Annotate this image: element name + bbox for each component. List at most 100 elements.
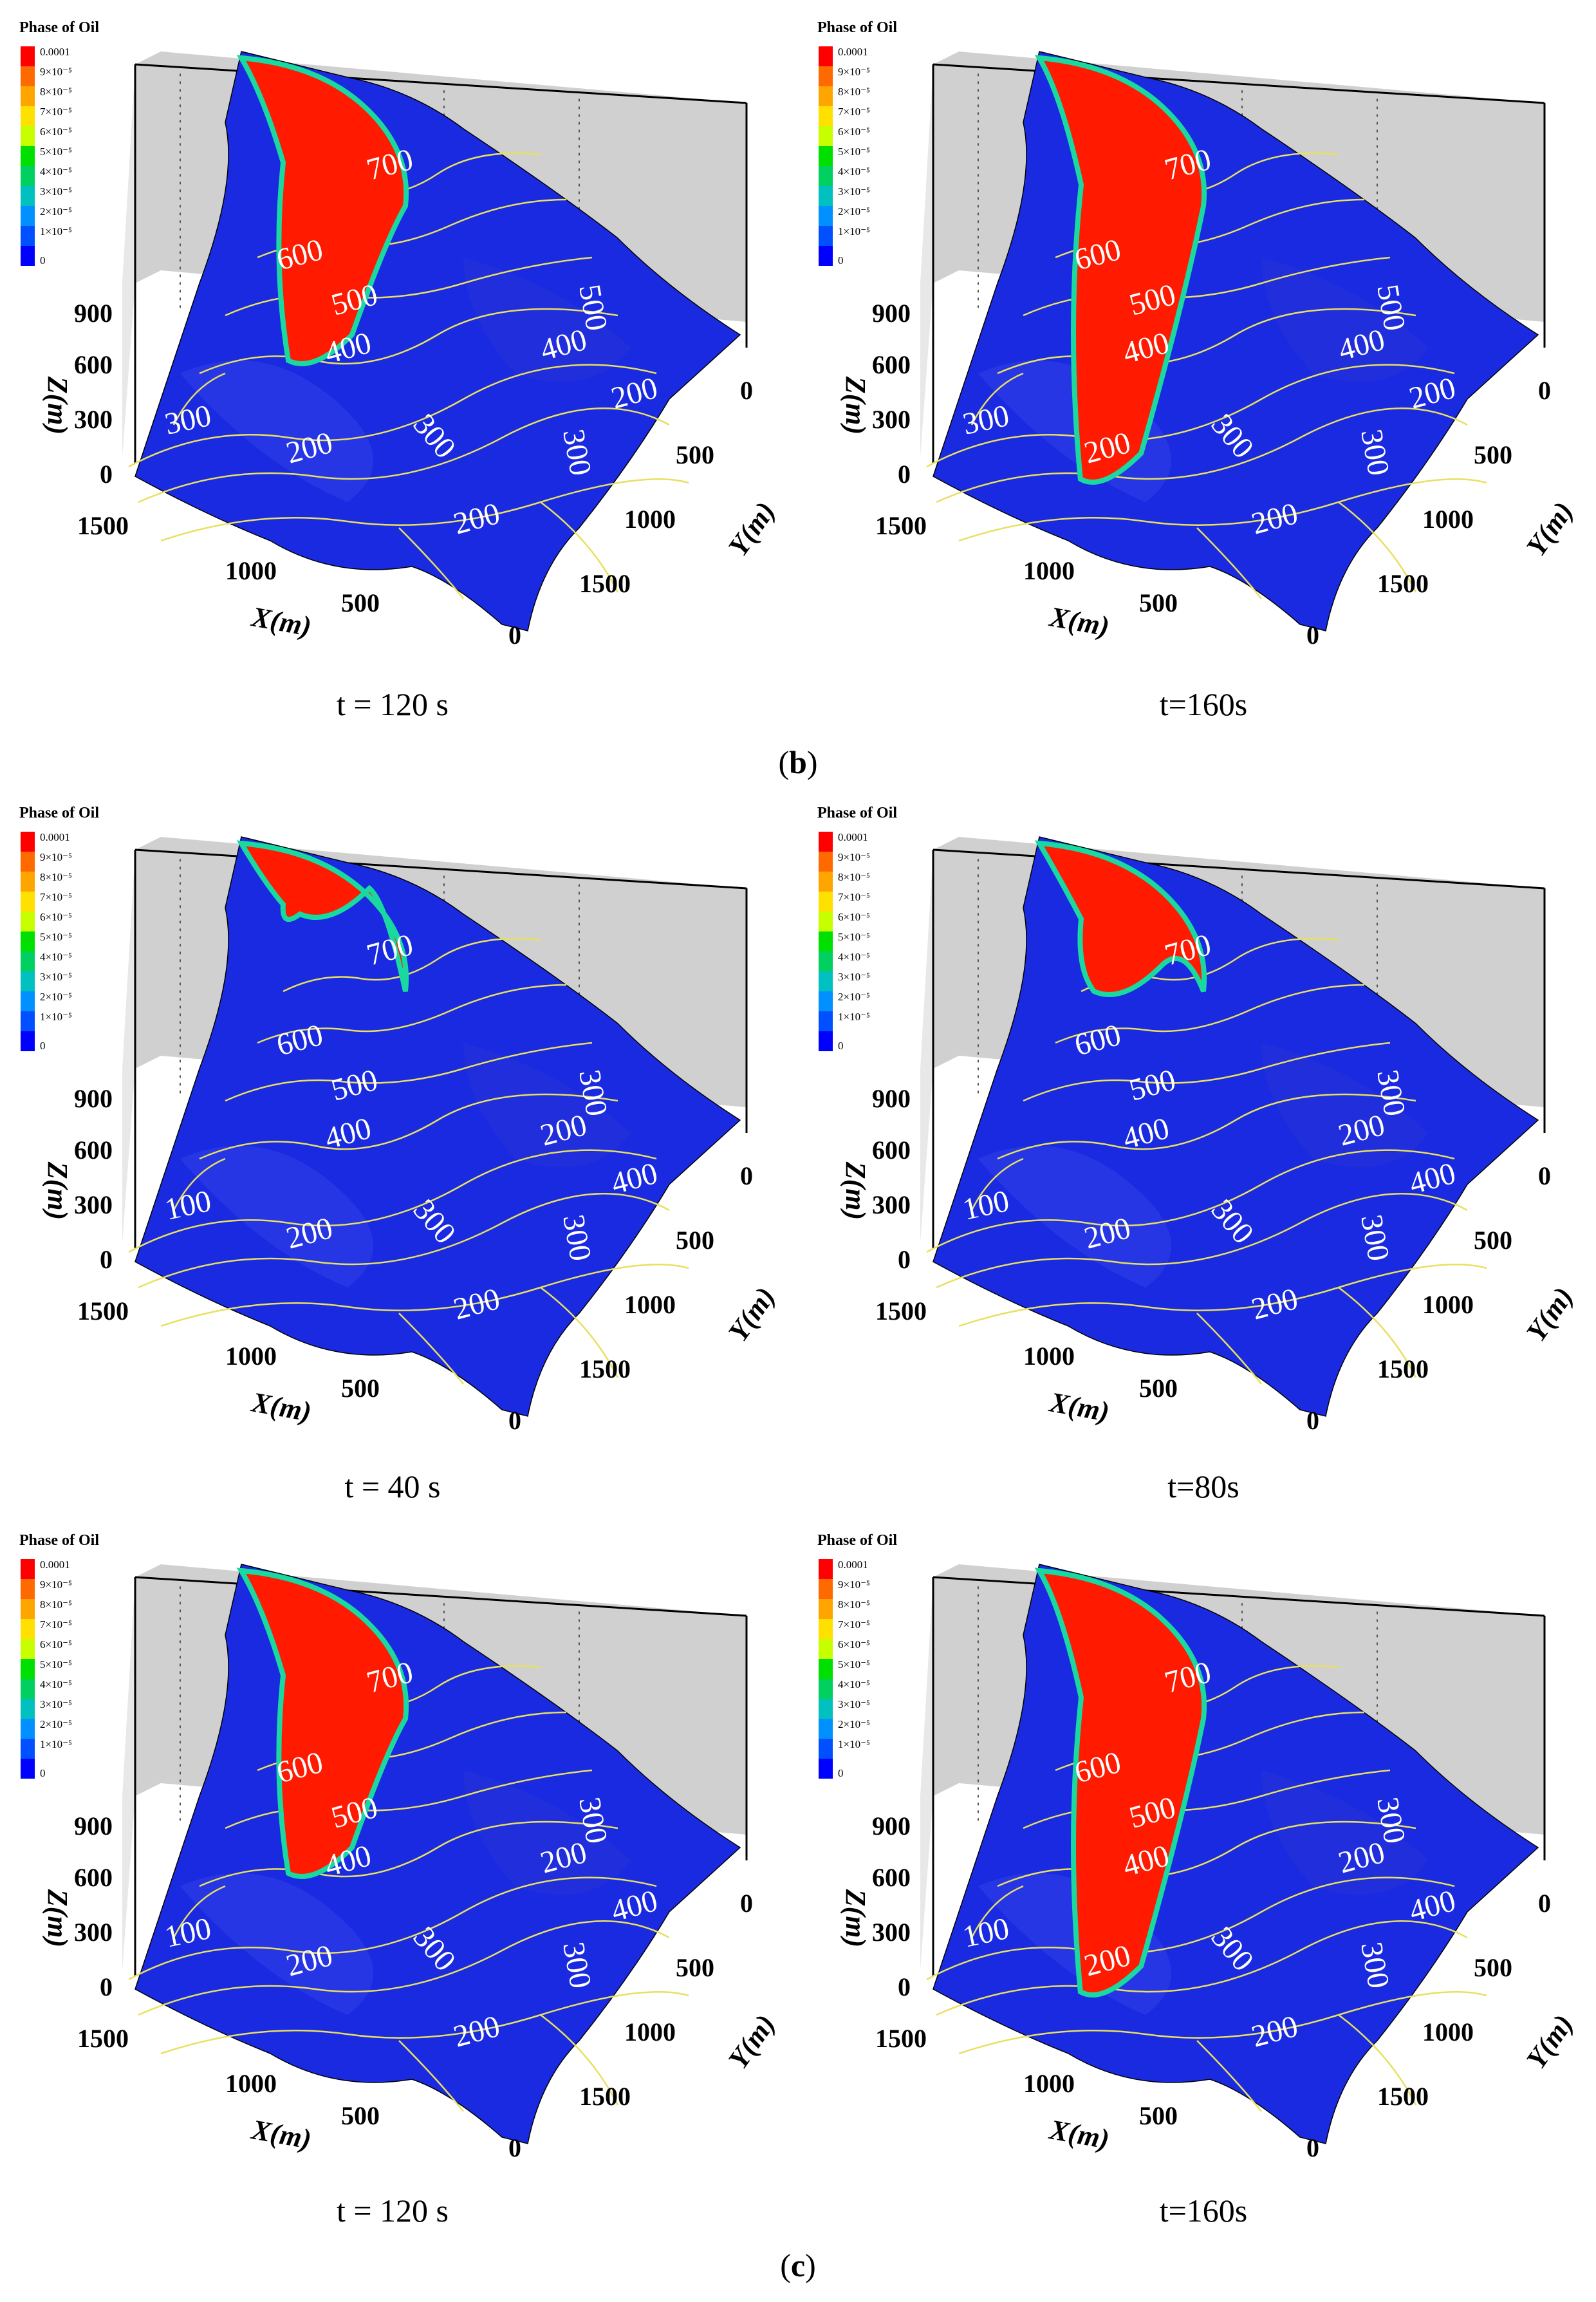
z-tick-label: 300	[872, 1190, 911, 1219]
y-tick-label: 1500	[579, 2082, 631, 2111]
contour-line	[138, 1920, 670, 2016]
side-wall	[920, 850, 933, 1242]
colorbar-tick-label: 0	[40, 254, 46, 267]
contour-label: 500	[1370, 282, 1412, 333]
z-axis-title: Z(m)	[840, 1889, 871, 1947]
colorbar-swatch	[819, 951, 833, 971]
contour-line	[540, 2014, 619, 2106]
colorbar-swatch	[21, 1679, 35, 1699]
terrain-shading	[1261, 1770, 1429, 1895]
colorbar-swatch	[819, 852, 833, 872]
y-tick-label: 500	[1474, 1226, 1512, 1255]
x-tick-label: 0	[1306, 1406, 1319, 1435]
colorbar-swatch	[21, 1559, 35, 1579]
panel: Phase of Oil 0.0001 9×10⁻⁵ 8×10⁻⁵ 7×10⁻⁵ 6×10…	[13, 13, 785, 657]
colorbar-swatch	[21, 951, 35, 971]
colorbar-swatch	[819, 971, 833, 991]
z-tick-label: 300	[872, 1918, 911, 1947]
contour-line	[958, 1264, 1487, 1327]
contour-plot: Phase of Oil 0.0001 9×10⁻⁵ 8×10⁻⁵ 7×10⁻⁵ 6×10…	[19, 1532, 781, 2162]
x-axis-title: X(m)	[1046, 1386, 1112, 1428]
colorbar-swatch	[819, 1739, 833, 1759]
colorbar-tick-label: 4×10⁻⁵	[838, 165, 870, 178]
colorbar-tick-label: 3×10⁻⁵	[40, 185, 72, 198]
contour-plot: Phase of Oil 0.0001 9×10⁻⁵ 8×10⁻⁵ 7×10⁻⁵ 6×10…	[19, 19, 781, 650]
colorbar-swatch	[21, 1739, 35, 1759]
x-axis-title: X(m)	[248, 601, 314, 642]
colorbar-tick-label: 8×10⁻⁵	[838, 871, 870, 883]
colorbar-swatch	[819, 1579, 833, 1599]
colorbar-swatch	[21, 1579, 35, 1599]
y-axis-title: Y(m)	[1520, 2009, 1579, 2075]
y-tick-label: 1500	[1377, 569, 1429, 598]
colorbar-tick-label: 3×10⁻⁵	[838, 1698, 870, 1710]
colorbar-tick-label: 0	[838, 254, 844, 267]
x-tick-label: 0	[508, 621, 521, 650]
colorbar-tick-label: 5×10⁻⁵	[838, 931, 870, 943]
x-tick-label: 0	[508, 1406, 521, 1435]
y-tick-label: 0	[740, 376, 753, 405]
terrain-surface	[933, 836, 1539, 1417]
y-tick-label: 500	[676, 1953, 714, 1982]
side-wall	[122, 1577, 135, 1970]
contour-label: 500	[572, 282, 614, 333]
contour-lines	[128, 1665, 689, 2112]
colorbar-swatch	[819, 1599, 833, 1619]
colorbar-tick-label: 0.0001	[40, 46, 70, 58]
y-tick-label: 0	[1538, 1161, 1551, 1190]
colorbar-tick-label: 7×10⁻⁵	[838, 891, 870, 903]
colorbar-tick-label: 4×10⁻⁵	[838, 1678, 870, 1690]
colorbar-swatch	[21, 106, 35, 126]
x-tick-label: 1000	[225, 1342, 277, 1371]
contour-line	[1338, 2014, 1417, 2106]
colorbar-tick-label: 1×10⁻⁵	[838, 1738, 870, 1750]
colorbar-legend: Phase of Oil 0.0001 9×10⁻⁵ 8×10⁻⁵ 7×10⁻⁵ 6×10…	[19, 19, 99, 267]
colorbar-swatch	[21, 1759, 35, 1779]
contour-line	[1338, 1287, 1417, 1378]
legend-title: Phase of Oil	[817, 805, 897, 821]
colorbar-tick-label: 3×10⁻⁵	[40, 971, 72, 983]
colorbar-swatch	[819, 46, 833, 66]
terrain-shading	[463, 257, 631, 382]
contour-line	[160, 1264, 689, 1327]
colorbar-tick-label: 7×10⁻⁵	[838, 1618, 870, 1631]
colorbar-swatch	[21, 186, 35, 206]
colorbar-swatch	[21, 66, 35, 86]
y-tick-label: 500	[1474, 1953, 1512, 1982]
contour-line	[936, 1920, 1468, 2016]
colorbar-tick-label: 5×10⁻⁵	[838, 1658, 870, 1670]
x-axis-title: X(m)	[248, 1386, 314, 1428]
colorbar-tick-label: 3×10⁻⁵	[40, 1698, 72, 1710]
contour-plot: Phase of Oil 0.0001 9×10⁻⁵ 8×10⁻⁵ 7×10⁻⁵ 6×10…	[817, 805, 1579, 1435]
x-tick-label: 1500	[77, 511, 129, 540]
legend-title: Phase of Oil	[817, 1532, 897, 1549]
x-tick-label: 1000	[1023, 2069, 1075, 2098]
contour-label: 300	[1354, 1940, 1396, 1991]
contour-plot: Phase of Oil 0.0001 9×10⁻⁵ 8×10⁻⁵ 7×10⁻⁵ 6×10…	[19, 805, 781, 1435]
colorbar-tick-label: 6×10⁻⁵	[40, 911, 72, 923]
panel: Phase of Oil 0.0001 9×10⁻⁵ 8×10⁻⁵ 7×10⁻⁵ 6×10…	[811, 798, 1583, 1442]
colorbar-swatch	[819, 1679, 833, 1699]
z-tick-label: 600	[872, 1863, 911, 1892]
colorbar-tick-label: 0	[838, 1767, 844, 1779]
side-wall	[920, 64, 933, 457]
contour-label: 300	[556, 1940, 598, 1991]
contour-label: 300	[1354, 427, 1396, 478]
z-tick-label: 300	[74, 405, 113, 434]
colorbar-swatch	[21, 146, 35, 166]
y-axis-title: Y(m)	[1520, 496, 1579, 562]
colorbar-tick-label: 0.0001	[838, 46, 868, 58]
colorbar-swatch	[21, 246, 35, 266]
x-tick-label: 1500	[77, 2024, 129, 2053]
contour-line	[199, 308, 618, 375]
z-tick-label: 900	[872, 1811, 911, 1840]
colorbar-swatch	[819, 206, 833, 226]
oil-plume	[236, 55, 409, 366]
colorbar-tick-label: 5×10⁻⁵	[40, 1658, 72, 1670]
contour-line	[970, 1885, 1024, 1938]
colorbar-tick-label: 0.0001	[40, 831, 70, 843]
panel: Phase of Oil 0.0001 9×10⁻⁵ 8×10⁻⁵ 7×10⁻⁵ 6×10…	[811, 13, 1583, 657]
z-tick-label: 0	[898, 1245, 911, 1274]
contour-line	[958, 1991, 1487, 2055]
z-axis-title: Z(m)	[42, 376, 73, 435]
